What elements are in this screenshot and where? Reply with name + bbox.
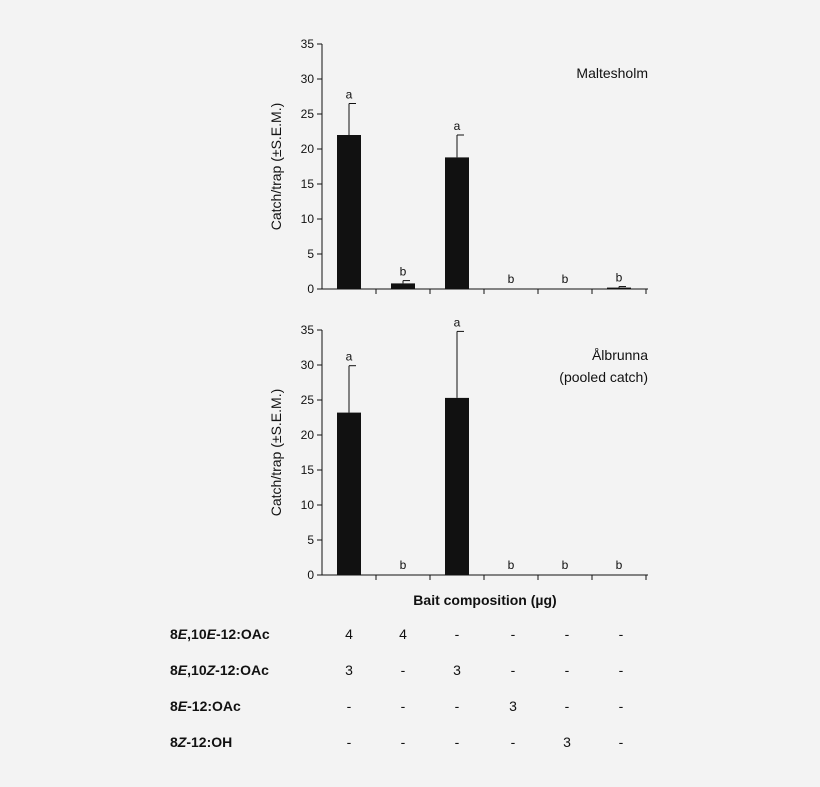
row-label-part: 8 [170, 626, 178, 642]
table-cell: - [401, 662, 406, 678]
y-tick-label: 25 [301, 393, 315, 407]
row-label-part: -12:OAc [215, 662, 269, 678]
row-label-part: 8 [170, 662, 178, 678]
significance-letter: a [454, 119, 461, 133]
row-label-part: 8 [170, 734, 178, 750]
row-label-part: E [178, 626, 188, 642]
x-axis-label: Bait composition (µg) [413, 592, 556, 608]
bar [445, 157, 469, 289]
y-axis-label: Catch/trap (±S.E.M.) [268, 389, 284, 517]
table-cell: 3 [453, 662, 461, 678]
y-tick-label: 35 [301, 323, 315, 337]
chart-panel-1: 0 5 10 15 20 25 30 35 a b a b b b Catch/trap (±S.E.M.)… [268, 37, 648, 296]
row-label-part: Z [177, 734, 187, 750]
significance-letter: a [346, 350, 353, 364]
significance-letter: b [562, 272, 569, 286]
table-cell: - [455, 734, 460, 750]
table-cell: 3 [563, 734, 571, 750]
y-tick-label: 0 [307, 568, 314, 582]
bar [445, 397, 469, 575]
y-tick-label: 30 [301, 72, 315, 86]
bar [607, 287, 631, 289]
table-row-label: 8E,10E-12:OAc [170, 626, 270, 642]
bar [337, 135, 361, 289]
significance-letter: b [508, 558, 515, 572]
site-annotation-line2: (pooled catch) [559, 369, 648, 385]
table-cell: - [619, 662, 624, 678]
table-cell: 3 [345, 662, 353, 678]
y-tick-label: 20 [301, 142, 315, 156]
table-cell: - [619, 734, 624, 750]
bait-composition-table: 8E,10E-12:OAc 4 4- - - -8E,10Z-12:OAc 3-3- - -8E… [170, 626, 624, 750]
significance-letter: a [346, 88, 353, 102]
table-cell: - [565, 626, 570, 642]
y-tick-label: 10 [301, 498, 315, 512]
significance-letter: b [562, 558, 569, 572]
y-tick-label: 0 [307, 282, 314, 296]
significance-letter: b [400, 558, 407, 572]
y-tick-label: 20 [301, 428, 315, 442]
row-label-part: -12:OAc [216, 626, 270, 642]
row-label-part: Z [206, 662, 216, 678]
table-cell: - [565, 698, 570, 714]
row-label-part: -12:OH [186, 734, 232, 750]
table-cell: 3 [509, 698, 517, 714]
row-label-part: E [178, 698, 188, 714]
y-tick-label: 5 [307, 247, 314, 261]
table-cell: - [455, 698, 460, 714]
y-axis-label: Catch/trap (±S.E.M.) [268, 103, 284, 231]
row-label-part: E [178, 662, 188, 678]
significance-letter: b [400, 265, 407, 279]
table-cell: - [619, 626, 624, 642]
significance-letter: a [454, 315, 461, 329]
bar [391, 283, 415, 289]
table-cell: - [401, 698, 406, 714]
table-row-label: 8Z-12:OH [170, 734, 232, 750]
table-cell: - [347, 698, 352, 714]
significance-letter: b [616, 271, 623, 285]
table-row-label: 8E-12:OAc [170, 698, 241, 714]
significance-letter: b [508, 272, 515, 286]
table-cell: - [347, 734, 352, 750]
y-tick-label: 30 [301, 358, 315, 372]
row-label-part: -12:OAc [187, 698, 241, 714]
row-label-part: ,10 [187, 662, 207, 678]
table-cell: - [401, 734, 406, 750]
table-cell: - [511, 626, 516, 642]
table-cell: - [511, 662, 516, 678]
table-cell: - [565, 662, 570, 678]
table-cell: 4 [399, 626, 407, 642]
site-annotation: Ålbrunna [592, 347, 648, 363]
chart-panel-2: 0 5 10 15 20 25 30 35 a b a b b b Catch/trap (±S.E.M.)… [268, 315, 648, 582]
y-tick-label: 15 [301, 177, 315, 191]
row-label-part: E [207, 626, 217, 642]
row-label-part: 8 [170, 698, 178, 714]
significance-letter: b [616, 558, 623, 572]
y-tick-label: 10 [301, 212, 315, 226]
row-label-part: ,10 [187, 626, 207, 642]
y-tick-label: 15 [301, 463, 315, 477]
table-row-label: 8E,10Z-12:OAc [170, 662, 269, 678]
y-tick-label: 5 [307, 533, 314, 547]
y-tick-label: 35 [301, 37, 315, 51]
table-cell: 4 [345, 626, 353, 642]
table-cell: - [511, 734, 516, 750]
table-cell: - [455, 626, 460, 642]
site-annotation: Maltesholm [576, 65, 648, 81]
y-tick-label: 25 [301, 107, 315, 121]
bar [337, 412, 361, 575]
table-cell: - [619, 698, 624, 714]
